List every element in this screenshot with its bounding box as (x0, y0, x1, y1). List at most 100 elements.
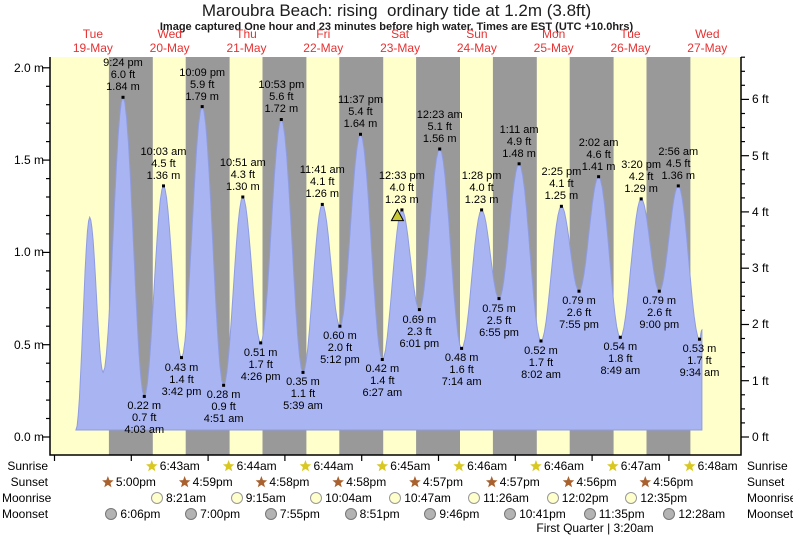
tide-extreme-dot (259, 341, 263, 345)
day-label: Tue 19-May (55, 27, 131, 55)
moonrise-icon (625, 492, 638, 504)
day-weekday: Sat (391, 27, 410, 41)
tide-extreme-dot (460, 346, 464, 350)
sunset-entry: 4:58pm (332, 475, 386, 489)
annotation-line: 9:34 am (679, 367, 720, 380)
axis-tick-text: 1.5 m (13, 153, 44, 168)
tide-low-annotation: 0.42 m 1.4 ft 6:27 am (347, 363, 417, 399)
axis-tick-text: 1 ft (752, 373, 769, 388)
annotation-line: 4.0 ft (469, 181, 494, 194)
annotation-line: 0.54 m (603, 341, 638, 354)
tide-extreme-dot (359, 132, 362, 136)
tide-extreme-dot (497, 297, 501, 301)
annotation-line: 8:02 am (521, 369, 561, 381)
moonrise-time: 10:47am (404, 491, 451, 505)
astro-row-label-left: Sunset (2, 475, 48, 489)
axis-tick-text: 0.5 m (13, 337, 44, 352)
annotation-line: 0.48 m (444, 352, 479, 365)
astro-row-label-left: Sunrise (2, 459, 48, 473)
sunset-time: 4:57pm (499, 475, 540, 489)
tide-high-annotation: 10:53 pm 5.6 ft 1.72 m (246, 79, 316, 115)
annotation-line: 4.9 ft (506, 135, 532, 148)
day-label: Sat 23-May (362, 27, 438, 55)
moonrise-entry: 8:21am (151, 491, 206, 505)
moonrise-entry: 12:35pm (625, 491, 687, 505)
moonset-time: 7:00pm (200, 507, 241, 521)
annotation-line: 4:51 am (203, 413, 244, 426)
tide-extreme-dot (301, 370, 305, 374)
annotation-line: 5:12 pm (320, 354, 360, 367)
day-label: Wed 20-May (132, 27, 208, 55)
annotation-line: 2.6 ft (647, 307, 672, 320)
astro-row-label-left: Moonrise (2, 491, 51, 505)
annotation-line: 1.25 m (544, 190, 579, 203)
sunrise-time: 6:43am (159, 459, 200, 473)
day-date: 20-May (149, 41, 190, 55)
annotation-line: 0.42 m (365, 363, 400, 376)
day-weekday: Sun (466, 27, 488, 41)
day-weekday: Mon (542, 27, 566, 41)
tide-extreme-dot (480, 208, 484, 212)
y-axis-label-ft: 0 ft (752, 430, 792, 444)
tide-extreme-dot (380, 358, 384, 361)
annotation-line: 3:20 pm (621, 158, 662, 171)
moonrise-time: 9:15am (245, 491, 286, 505)
tide-low-annotation: 0.60 m 2.0 ft 5:12 pm (305, 330, 375, 366)
annotation-line: 10:51 am (219, 157, 266, 170)
moonrise-entry: 10:04am (310, 491, 372, 505)
day-weekday: Fri (316, 27, 331, 41)
day-weekday: Thu (236, 27, 257, 41)
annotation-line: 1.23 m (385, 193, 419, 206)
annotation-line: 12:33 pm (378, 169, 425, 182)
annotation-line: 9:00 pm (639, 319, 680, 332)
annotation-line: 4.5 ft (666, 157, 691, 170)
annotation-line: 0.28 m (206, 389, 241, 402)
tide-extreme-dot (438, 147, 442, 151)
y-axis-label-m: 0.5 m (0, 338, 44, 352)
moonset-entry: 7:00pm (185, 507, 240, 521)
sunrise-entry: 6:45am (376, 459, 430, 473)
day-date: 19-May (72, 41, 113, 55)
sunrise-entry: 6:43am (146, 459, 200, 473)
tide-low-annotation: 0.48 m 1.6 ft 7:14 am (427, 352, 497, 388)
day-date: 24-May (456, 41, 497, 55)
annotation-line: 0.7 ft (132, 412, 157, 425)
page-subtitle: Image captured One hour and 23 minutes b… (159, 21, 634, 33)
tide-low-annotation: 0.51 m 1.7 ft 4:26 pm (226, 347, 296, 383)
tide-extreme-dot (180, 356, 183, 360)
tide-high-annotation: 3:20 pm 4.2 ft 1.29 m (606, 159, 676, 195)
moonset-entry: 8:51pm (344, 507, 400, 521)
y-axis-label-ft: 2 ft (752, 317, 792, 331)
tide-extreme-dot (577, 289, 581, 293)
moonrise-icon (310, 492, 323, 504)
sunrise-icon (453, 460, 465, 472)
sunrise-entry: 6:48am (683, 459, 738, 473)
sunset-icon (409, 476, 421, 488)
sunset-icon (332, 476, 344, 488)
sunset-icon (178, 476, 191, 488)
tide-extreme-dot (517, 162, 521, 166)
page-title: Maroubra Beach: rising ordinary tide at … (201, 1, 592, 20)
tide-extreme-dot (222, 383, 226, 387)
tide-low-annotation: 0.35 m 1.1 ft 5:39 am (268, 376, 338, 412)
annotation-line: 0.9 ft (211, 401, 236, 414)
tide-high-annotation: 9:24 pm 6.0 ft 1.84 m (88, 57, 158, 93)
sunset-time: 4:58pm (346, 475, 387, 489)
annotation-line: 7:14 am (441, 376, 482, 389)
day-date: 27-May (687, 41, 728, 55)
moonset-icon (264, 508, 277, 520)
day-label: Fri 22-May (285, 27, 361, 55)
sunrise-icon (683, 460, 696, 472)
sunset-time: 4:59pm (192, 475, 233, 489)
tide-extreme-dot (559, 204, 563, 208)
sunrise-entry: 6:44am (299, 459, 353, 473)
sunrise-entry: 6:46am (530, 459, 584, 473)
annotation-line: 1.4 ft (169, 373, 194, 386)
y-axis-label-ft: 5 ft (752, 149, 792, 163)
astro-row-label: Sunrise (7, 459, 48, 473)
tide-low-annotation: 0.22 m 0.7 ft 4:03 am (109, 400, 179, 436)
tide-low-annotation: 0.43 m 1.4 ft 3:42 pm (147, 362, 217, 398)
day-date: 23-May (380, 41, 421, 55)
sunset-icon (102, 476, 114, 488)
annotation-line: 12:23 am (416, 109, 463, 122)
